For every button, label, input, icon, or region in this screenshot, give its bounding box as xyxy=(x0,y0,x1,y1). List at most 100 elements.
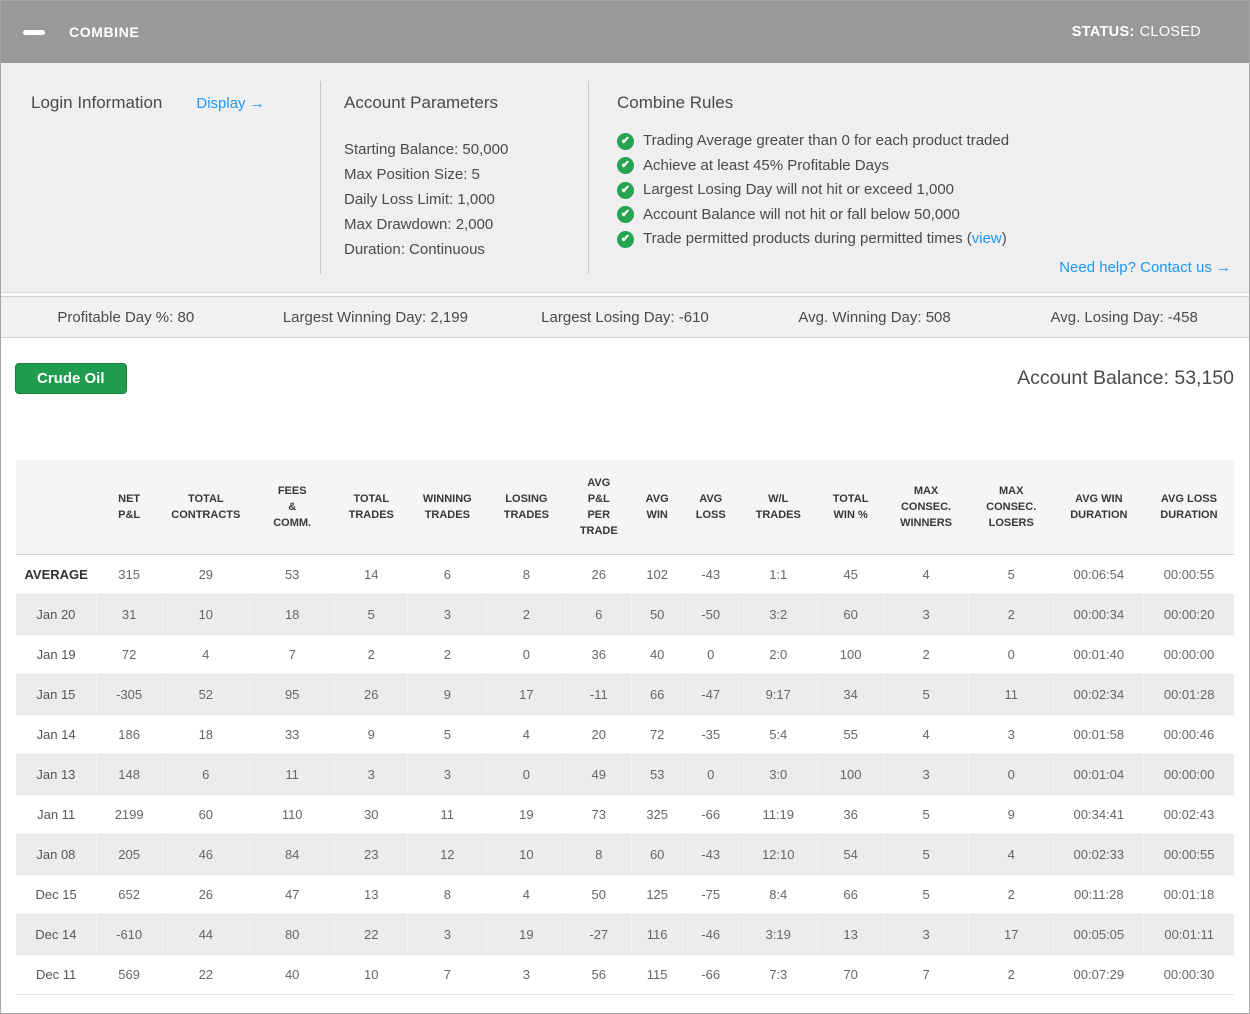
cell: 3 xyxy=(486,954,566,995)
cell: 7 xyxy=(249,634,335,675)
cell: 110 xyxy=(249,794,335,835)
column-header: AVG LOSS xyxy=(682,460,739,555)
cell: 33 xyxy=(249,714,335,755)
check-icon: ✔ xyxy=(617,132,634,150)
results-table: NET P&L TOTAL CONTRACTS FEES & COMM. TOTAL … xyxy=(16,460,1234,995)
cell: 00:01:11 xyxy=(1143,914,1234,955)
status-value: CLOSED xyxy=(1139,24,1201,40)
cell: 55 xyxy=(817,714,884,755)
check-icon: ✔ xyxy=(617,230,634,248)
cell: 00:00:34 xyxy=(1053,594,1144,635)
view-link[interactable]: view xyxy=(971,230,1002,247)
cell: 205 xyxy=(95,834,162,875)
cell: 3 xyxy=(407,754,487,795)
results-table-body: AVERAGE 315 29 53 14 6 8 26 102 -43 1:1 45 4 5 00:06:5… xyxy=(16,554,1234,995)
column-header: MAX CONSEC. WINNERS xyxy=(883,460,969,555)
cell: 9 xyxy=(334,714,408,755)
cell: 00:07:29 xyxy=(1053,954,1144,995)
cell: 3 xyxy=(882,754,969,795)
cell: -11 xyxy=(565,674,632,715)
cell: 4 xyxy=(162,634,250,675)
login-information-title: Login Information xyxy=(31,93,163,112)
cell: 2 xyxy=(968,594,1054,635)
row-label: Dec 15 xyxy=(16,874,97,915)
cell: 22 xyxy=(162,954,250,995)
row-label: Dec 14 xyxy=(16,914,97,955)
display-link[interactable]: Display → xyxy=(196,95,265,112)
column-header xyxy=(16,460,97,555)
rule-item: ✔ Achieve at least 45% Profitable Days xyxy=(617,154,1231,179)
column-header: TOTAL TRADES xyxy=(334,460,408,555)
column-header: TOTAL CONTRACTS xyxy=(162,460,250,555)
cell: 2 xyxy=(407,634,487,675)
cell: 115 xyxy=(631,954,683,995)
cell: 66 xyxy=(631,674,683,715)
cell: 00:00:55 xyxy=(1143,554,1234,595)
cell: -50 xyxy=(682,594,739,635)
column-header: W/L TRADES xyxy=(738,460,818,555)
cell: 49 xyxy=(565,754,632,795)
account-balance: Account Balance: 53,150 xyxy=(1017,367,1234,389)
cell: -305 xyxy=(95,674,162,715)
cell: 36 xyxy=(565,634,632,675)
cell: 36 xyxy=(817,794,884,835)
stat-avg-losing-day: Avg. Losing Day: -458 xyxy=(1050,308,1198,326)
collapse-icon[interactable] xyxy=(23,29,45,35)
cell: 3 xyxy=(882,914,969,955)
cell: 2 xyxy=(334,634,408,675)
row-label: Jan 19 xyxy=(16,634,97,675)
param-duration: Duration: Continuous xyxy=(344,241,485,258)
cell: 5 xyxy=(334,594,408,635)
contact-us-link[interactable]: Need help? Contact us → xyxy=(1059,258,1231,276)
check-icon: ✔ xyxy=(617,181,634,199)
cell: 100 xyxy=(817,634,884,675)
table-row: Jan 11 2199 60 110 30 11 19 73 325 -66 11:19 36 5 9 00… xyxy=(16,794,1234,835)
cell: 3:0 xyxy=(738,754,818,795)
table-row: Dec 15 652 26 47 13 8 4 50 125 -75 8:4 66 5 2 00:11:28… xyxy=(16,874,1234,915)
cell: 00:01:28 xyxy=(1143,674,1234,715)
column-header: AVG P&L PER TRADE xyxy=(565,460,632,555)
cell: 0 xyxy=(486,634,566,675)
combine-rules-title: Combine Rules xyxy=(617,93,734,112)
cell: 60 xyxy=(817,594,884,635)
cell: -27 xyxy=(565,914,632,955)
table-row: Jan 15 -305 52 95 26 9 17 -11 66 -47 9:17 34 5 11 00:0… xyxy=(16,674,1234,715)
cell: 0 xyxy=(968,754,1054,795)
status-badge: STATUS: CLOSED xyxy=(1072,24,1201,40)
cell: 3 xyxy=(334,754,408,795)
cell: 00:34:41 xyxy=(1053,794,1144,835)
cell: 0 xyxy=(968,634,1054,675)
cell: 00:00:20 xyxy=(1143,594,1234,635)
product-tab-crude-oil[interactable]: Crude Oil xyxy=(15,363,127,394)
cell: 26 xyxy=(565,554,632,595)
cell: 50 xyxy=(565,874,632,915)
stat-avg-winning-day: Avg. Winning Day: 508 xyxy=(798,308,951,326)
cell: 2 xyxy=(968,874,1054,915)
cell: 72 xyxy=(96,634,162,675)
table-row: Jan 14 186 18 33 9 5 4 20 72 -35 5:4 55 4 3 00:01:58 00… xyxy=(16,714,1234,755)
rule-item: ✔ Account Balance will not hit or fall b… xyxy=(617,203,1231,228)
cell: 19 xyxy=(486,914,566,955)
cell: 17 xyxy=(968,914,1054,955)
cell: 54 xyxy=(817,834,884,875)
cell: 102 xyxy=(631,554,683,595)
rule-text-suffix: ) xyxy=(1001,230,1007,247)
cell: 00:01:40 xyxy=(1053,634,1144,675)
title-bar: COMBINE STATUS: CLOSED xyxy=(1,1,1249,63)
table-row: AVERAGE 315 29 53 14 6 8 26 102 -43 1:1 45 4 5 00:06:5… xyxy=(16,554,1234,595)
cell: 56 xyxy=(565,954,632,995)
cell: 00:01:58 xyxy=(1053,714,1144,755)
cell: 00:11:28 xyxy=(1053,874,1144,915)
rules-list: ✔ Trading Average greater than 0 for eac… xyxy=(617,129,1231,252)
cell: 60 xyxy=(162,794,250,835)
cell: 3 xyxy=(407,594,487,635)
cell: 569 xyxy=(96,954,162,995)
cell: 10 xyxy=(486,834,566,875)
combine-rules-section: Combine Rules ✔ Trading Average greater … xyxy=(589,81,1249,276)
cell: 6 xyxy=(161,754,250,795)
cell: 29 xyxy=(162,554,250,595)
cell: 11 xyxy=(407,794,487,835)
cell: -43 xyxy=(682,834,739,875)
param-starting-balance: Starting Balance: 50,000 xyxy=(344,141,509,158)
cell: 2 xyxy=(968,954,1054,995)
